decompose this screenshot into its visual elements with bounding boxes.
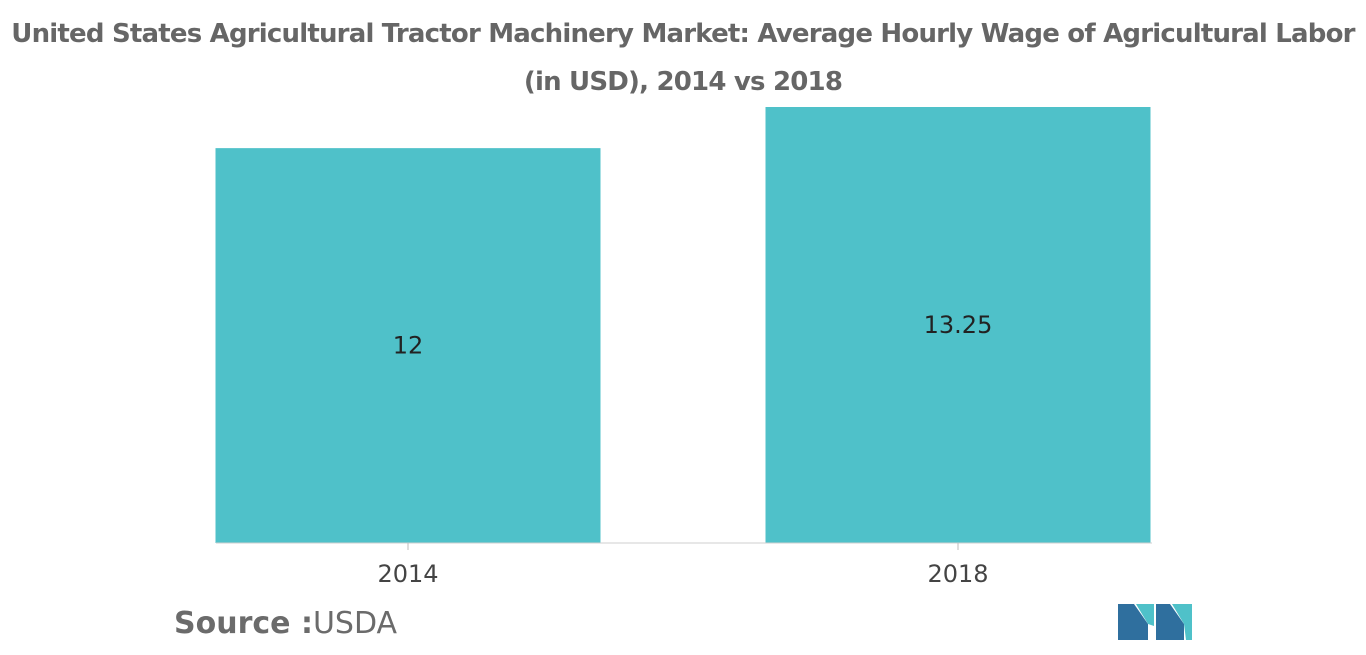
bars-layer — [215, 107, 1151, 543]
chart-title: United States Agricultural Tractor Machi… — [11, 19, 1355, 97]
bar-2018 — [765, 107, 1151, 543]
bar-2014 — [215, 148, 601, 543]
data-label-2018: 13.25 — [924, 311, 993, 339]
labels-layer: 12 13.25 — [393, 311, 993, 360]
source-note: Source :USDA — [174, 606, 397, 641]
brand-logo-icon — [1118, 604, 1192, 640]
data-label-2014: 12 — [393, 332, 424, 360]
x-tick-label-2018: 2018 — [927, 560, 988, 588]
bar-chart: 12 13.25 2014 2018 — [215, 107, 1152, 588]
ticks-layer: 2014 2018 — [377, 543, 989, 588]
x-tick-label-2014: 2014 — [377, 560, 438, 588]
source-value: USDA — [312, 606, 398, 641]
source-label: Source : — [174, 606, 313, 641]
